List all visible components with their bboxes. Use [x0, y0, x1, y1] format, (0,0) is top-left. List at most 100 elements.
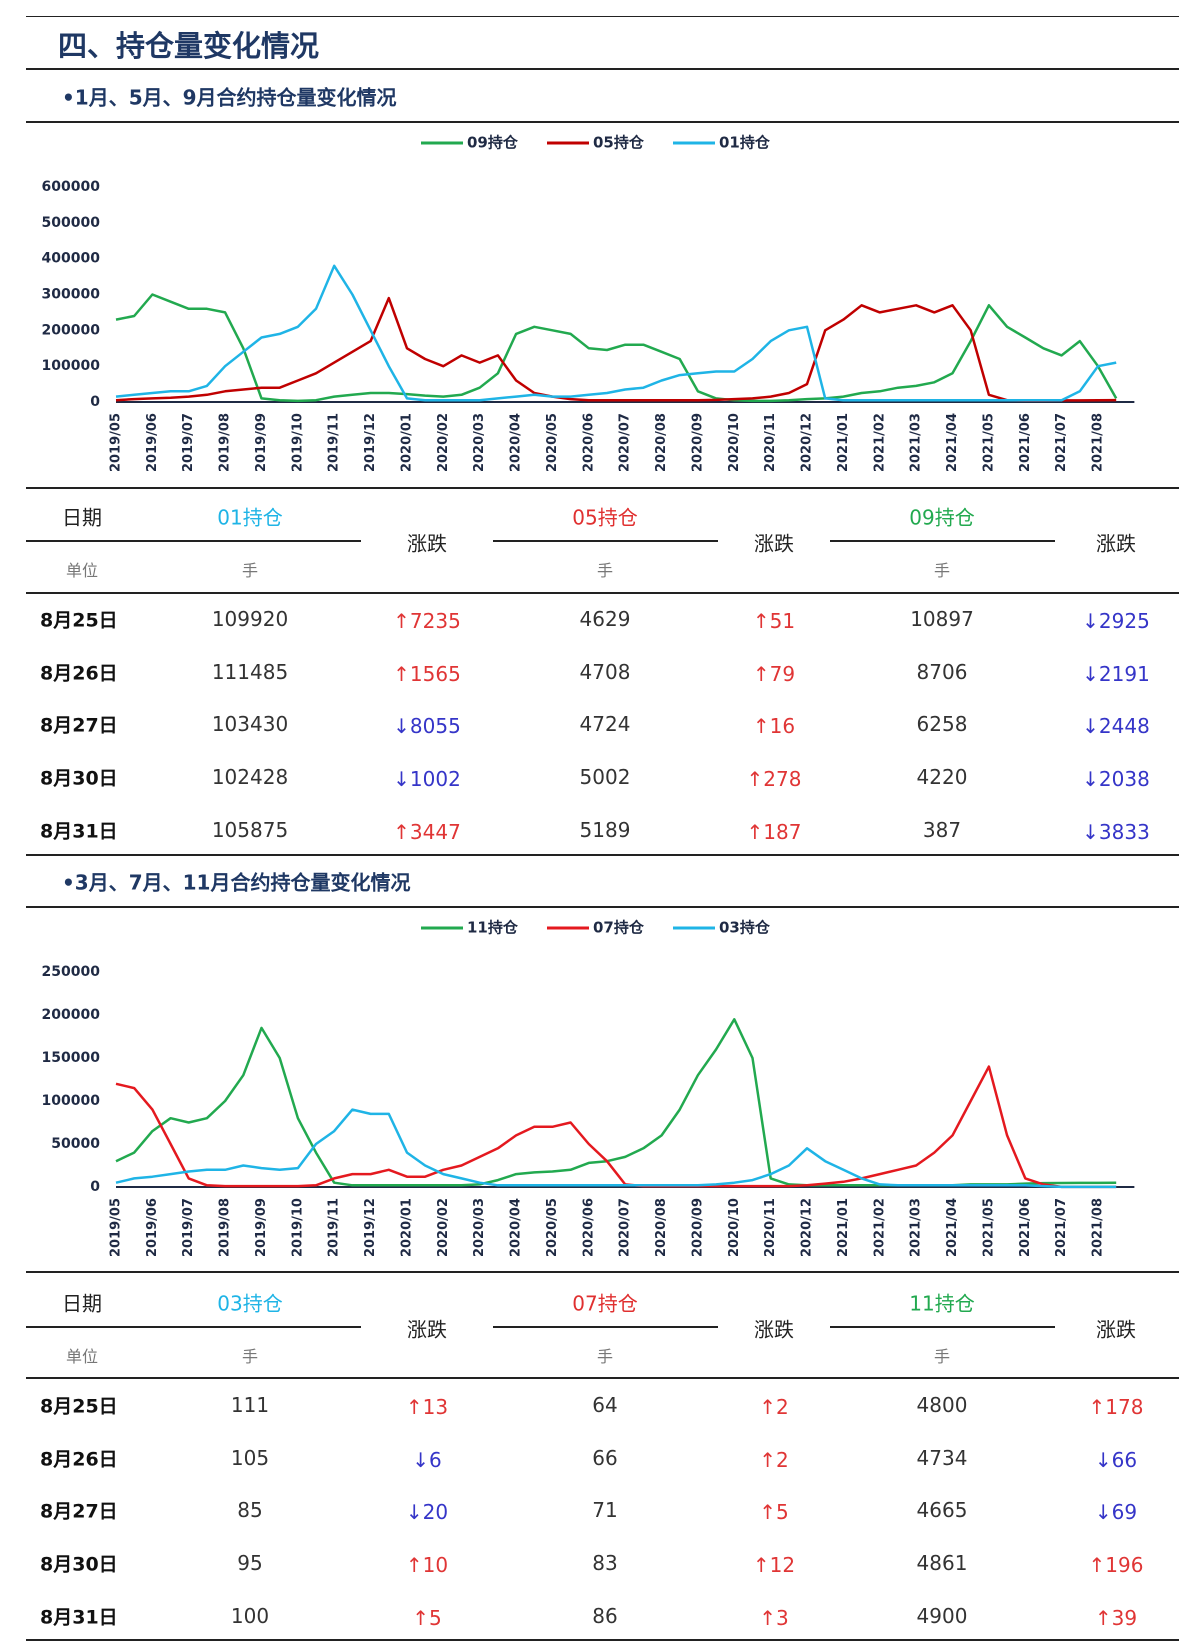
value-cell: 86 — [592, 1603, 618, 1628]
rule — [26, 487, 1179, 489]
x-tick-label: 2020/01 — [399, 413, 414, 472]
x-tick-label: 2019/05 — [109, 413, 124, 472]
x-tick-label: 2021/03 — [909, 413, 924, 472]
value-cell: 387 — [922, 817, 962, 842]
row-date: 8月30日 — [40, 767, 118, 790]
change-cell: ↑196 — [1088, 1553, 1144, 1578]
x-tick-label: 2021/05 — [981, 413, 996, 472]
x-tick-label: 2021/02 — [872, 413, 887, 472]
x-tick-label: 2019/06 — [145, 413, 160, 472]
x-tick-label: 2019/10 — [290, 1198, 305, 1257]
x-tick-label: 2019/05 — [109, 1198, 124, 1257]
unit-label: 手 — [241, 1347, 259, 1366]
value-cell: 64 — [592, 1393, 618, 1417]
change-cell: ↑39 — [1094, 1605, 1138, 1630]
y-tick-label: 400000 — [42, 251, 101, 267]
row-date: 8月27日 — [40, 1500, 118, 1523]
header-rule — [26, 540, 361, 542]
change-cell: ↑3 — [759, 1605, 789, 1630]
column-header: 11持仓 — [909, 1291, 975, 1316]
value-cell: 102428 — [211, 765, 289, 790]
change-cell: ↑16 — [752, 714, 796, 739]
value-cell: 4629 — [579, 607, 631, 631]
change-cell: ↑187 — [746, 819, 802, 844]
value-cell: 4665 — [916, 1498, 968, 1523]
column-header: 涨跌 — [754, 531, 794, 556]
column-header: 07持仓 — [572, 1291, 638, 1316]
x-tick-label: 2020/03 — [472, 413, 487, 472]
x-tick-label: 2021/03 — [909, 1198, 924, 1257]
change-cell: ↑5 — [412, 1605, 442, 1630]
value-cell: 66 — [592, 1445, 618, 1470]
value-cell: 4724 — [579, 712, 631, 737]
change-cell: ↑2 — [759, 1395, 789, 1419]
value-cell: 71 — [592, 1498, 618, 1523]
x-tick-label: 2019/08 — [218, 413, 233, 472]
x-tick-label: 2021/07 — [1054, 1198, 1069, 1257]
change-cell: ↑3447 — [393, 819, 461, 844]
change-cell: ↓2925 — [1082, 609, 1150, 633]
x-tick-label: 2020/02 — [436, 1198, 451, 1257]
x-tick-label: 2020/08 — [654, 413, 669, 472]
change-cell: ↓1002 — [393, 767, 461, 792]
x-tick-label: 2020/12 — [800, 413, 815, 472]
x-tick-label: 2019/08 — [218, 1198, 233, 1257]
x-tick-label: 2020/02 — [436, 413, 451, 472]
rule — [26, 121, 1179, 123]
value-cell: 6258 — [916, 712, 968, 737]
value-cell: 111485 — [211, 659, 289, 684]
y-tick-label: 0 — [90, 394, 100, 410]
change-cell: ↑7235 — [393, 609, 461, 633]
value-cell: 4861 — [916, 1551, 968, 1576]
x-tick-label: 2020/10 — [727, 413, 742, 472]
y-tick-label: 50000 — [51, 1136, 100, 1152]
x-tick-label: 2021/06 — [1018, 1198, 1033, 1257]
x-tick-label: 2019/06 — [145, 1198, 160, 1257]
x-tick-label: 2021/07 — [1054, 413, 1069, 472]
rule — [26, 68, 1179, 70]
value-cell: 105875 — [211, 817, 289, 842]
header-rule — [493, 540, 718, 542]
change-cell: ↓69 — [1094, 1500, 1138, 1525]
x-tick-label: 2019/07 — [181, 413, 196, 472]
change-cell: ↓66 — [1094, 1447, 1138, 1472]
change-cell: ↓2038 — [1082, 767, 1150, 792]
y-tick-label: 150000 — [42, 1050, 101, 1066]
change-cell: ↓6 — [412, 1447, 442, 1472]
change-cell: ↓2448 — [1082, 714, 1150, 739]
value-cell: 95 — [237, 1551, 263, 1576]
rule — [26, 592, 1179, 594]
column-header: 涨跌 — [754, 1317, 794, 1342]
value-cell: 5002 — [579, 765, 631, 790]
x-tick-label: 2019/11 — [327, 413, 342, 472]
rule — [26, 1377, 1179, 1379]
change-cell: ↑13 — [405, 1395, 449, 1419]
y-tick-label: 250000 — [42, 964, 101, 980]
series-line — [115, 1108, 1117, 1189]
y-tick-label: 100000 — [42, 1093, 101, 1109]
x-tick-label: 2019/12 — [363, 413, 378, 472]
x-tick-label: 2021/01 — [836, 1198, 851, 1257]
y-tick-label: 300000 — [42, 287, 101, 303]
x-tick-label: 2019/10 — [290, 413, 305, 472]
series-line — [115, 1018, 1117, 1187]
x-tick-label: 2021/02 — [872, 1198, 887, 1257]
x-tick-label: 2021/05 — [981, 1198, 996, 1257]
value-cell: 4734 — [916, 1445, 968, 1470]
chart: 0 50000 100000 150000 200000 250000 2019/05 201… — [42, 919, 1135, 1257]
change-cell: ↑51 — [752, 609, 796, 633]
column-header: 日期 — [62, 1291, 102, 1316]
y-tick-label: 200000 — [42, 322, 101, 338]
column-header: 涨跌 — [407, 1317, 447, 1342]
change-cell: ↑12 — [752, 1553, 796, 1578]
column-header: 01持仓 — [217, 505, 283, 530]
value-cell: 10897 — [910, 607, 974, 631]
x-tick-label: 2020/07 — [618, 413, 633, 472]
x-tick-label: 2019/12 — [363, 1198, 378, 1257]
value-cell: 103430 — [211, 712, 289, 737]
value-cell: 109920 — [211, 607, 289, 631]
x-tick-label: 2019/11 — [327, 1198, 342, 1257]
x-tick-label: 2019/07 — [181, 1198, 196, 1257]
value-cell: 4900 — [916, 1603, 968, 1628]
